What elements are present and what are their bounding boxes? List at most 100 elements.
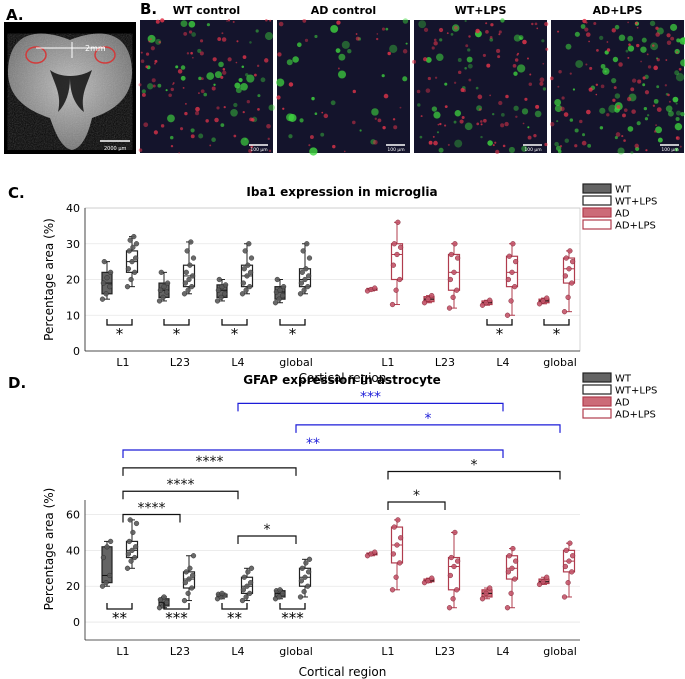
microglia-signal: [308, 144, 311, 147]
data-point: [395, 219, 401, 225]
legend-label: WT: [615, 374, 632, 385]
microglia-signal: [138, 83, 142, 87]
astrocyte-signal: [457, 58, 462, 62]
astrocyte-signal: [220, 123, 225, 127]
astrocyte-signal: [614, 24, 620, 30]
microglia-signal: [457, 70, 462, 75]
data-point: [487, 585, 493, 591]
comparison-label: ****: [138, 501, 166, 517]
comparison-bracket: [122, 513, 181, 523]
astrocyte-signal: [198, 76, 202, 81]
legend-swatch: [582, 396, 612, 407]
astrocyte-signal: [491, 112, 495, 116]
comparison-label: *: [413, 488, 420, 504]
microglia-signal: [600, 84, 605, 89]
data-point: [510, 241, 516, 247]
data-point: [248, 255, 255, 261]
astrocyte-signal: [582, 133, 586, 137]
significance-bracket: [106, 319, 133, 326]
data-point: [190, 255, 197, 261]
astrocyte-signal: [618, 34, 626, 42]
data-point: [241, 266, 247, 272]
microglia-signal: [387, 51, 391, 56]
microglia-signal: [655, 32, 660, 37]
microglia-signal: [428, 140, 433, 145]
data-point: [563, 255, 569, 261]
microglia-signal: [242, 55, 247, 59]
data-point: [188, 239, 194, 245]
microglia-signal: [667, 93, 670, 97]
astrocyte-signal: [464, 122, 473, 131]
astrocyte-signal: [431, 106, 438, 112]
data-point: [512, 258, 519, 265]
significance-bracket: [279, 603, 306, 610]
astrocyte-signal: [197, 48, 202, 53]
data-point: [454, 255, 461, 261]
data-point: [569, 258, 576, 265]
micrograph-dapi-layer: [140, 20, 273, 153]
astrocyte-signal: [418, 20, 427, 29]
comparison-bracket: [387, 470, 561, 480]
microglia-signal: [460, 88, 465, 92]
astrocyte-signal: [198, 133, 204, 139]
data-point: [450, 294, 456, 301]
legend-swatch: [582, 372, 612, 383]
microglia-signal: [611, 28, 616, 33]
microglia-signal: [321, 111, 324, 114]
microglia-signal: [351, 120, 356, 125]
data-point: [306, 556, 313, 562]
data-point: [397, 535, 404, 541]
data-point: [132, 554, 138, 561]
microglia-signal: [183, 32, 188, 36]
microglia-signal: [495, 149, 500, 154]
microglia-signal: [416, 89, 421, 94]
significance-bracket: [486, 319, 513, 326]
microglia-signal: [516, 53, 519, 56]
astrocyte-signal: [389, 44, 398, 53]
data-point: [132, 255, 139, 261]
microglia-signal: [265, 18, 268, 22]
microglia-signal: [276, 95, 281, 100]
microglia-signal: [235, 61, 238, 64]
microglia-signal: [227, 57, 232, 62]
microglia-signal: [515, 115, 518, 119]
microglia-signal: [201, 77, 204, 81]
comparison-bracket: [387, 501, 446, 510]
data-point: [563, 547, 569, 554]
data-point: [100, 280, 107, 286]
microglia-signal: [628, 43, 631, 46]
astrocyte-signal: [617, 147, 625, 155]
data-point: [394, 251, 400, 258]
astrocyte-signal: [175, 65, 179, 69]
data-point: [299, 565, 305, 571]
data-point: [303, 266, 309, 272]
data-point: [305, 569, 312, 575]
astrocyte-signal: [330, 24, 339, 33]
astrocyte-signal: [249, 41, 252, 44]
astrocyte-signal: [614, 136, 618, 140]
scale-bar-label: 100 µm: [661, 147, 678, 153]
micrograph-background: [140, 20, 273, 153]
microglia-signal: [446, 32, 449, 35]
chart-title: GFAP expression in astrocyte: [243, 373, 441, 387]
microglia-signal: [486, 63, 491, 68]
astrocyte-signal: [519, 37, 523, 40]
data-point: [512, 284, 518, 290]
y-tick-label: 0: [73, 345, 80, 358]
astrocyte-signal: [534, 110, 542, 118]
microglia-signal: [645, 149, 648, 152]
microglia-signal: [498, 33, 501, 36]
astrocyte-signal: [402, 76, 408, 82]
astrocyte-signal: [454, 139, 463, 148]
microglia-signal: [143, 122, 149, 128]
data-point: [397, 560, 403, 566]
astrocyte-signal: [147, 83, 154, 90]
microglia-signal: [434, 76, 438, 79]
astrocyte-signal: [299, 118, 304, 123]
microglia-signal: [626, 97, 632, 102]
data-point: [540, 579, 546, 585]
astrocyte-signal: [191, 32, 196, 37]
astrocyte-signal: [260, 77, 266, 83]
microglia-signal: [433, 140, 438, 146]
astrocyte-signal: [513, 71, 518, 76]
